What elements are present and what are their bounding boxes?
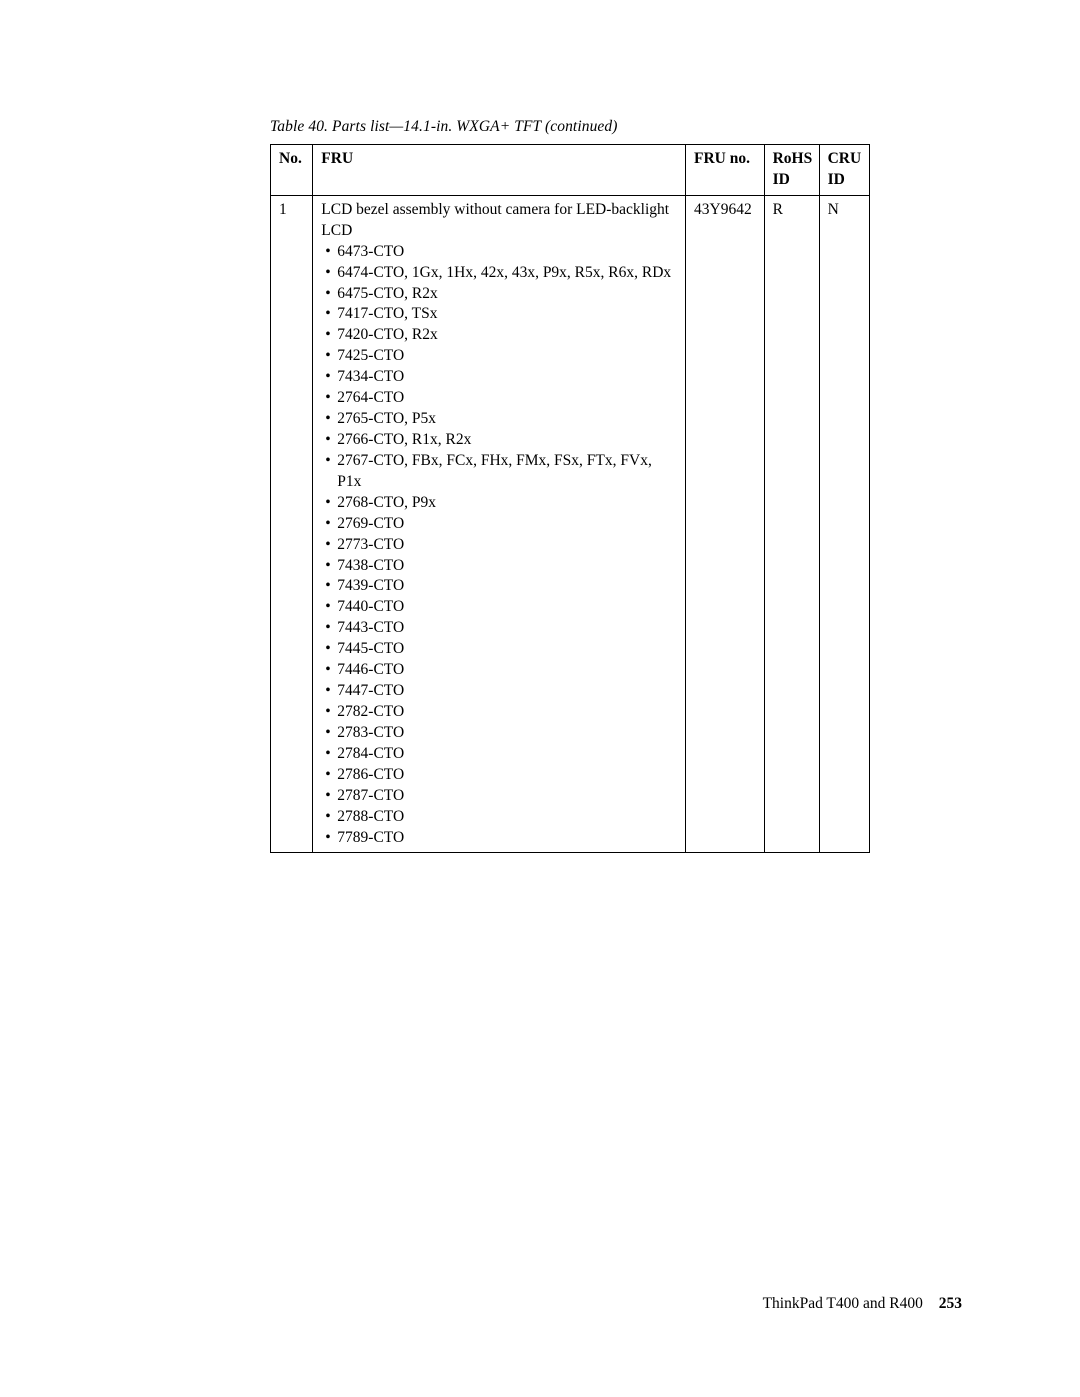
- fru-item: 7447-CTO: [337, 681, 679, 702]
- fru-item: 2786-CTO: [337, 765, 679, 786]
- fru-item: 2765-CTO, P5x: [337, 409, 679, 430]
- fru-item: 7446-CTO: [337, 660, 679, 681]
- col-header-fru: FRU: [313, 145, 686, 196]
- col-header-no: No.: [271, 145, 313, 196]
- page-footer: ThinkPad T400 and R400 253: [763, 1295, 962, 1313]
- fru-item: 7440-CTO: [337, 597, 679, 618]
- fru-item: 6473-CTO: [337, 242, 679, 263]
- fru-item: 7445-CTO: [337, 639, 679, 660]
- col-header-fruno: FRU no.: [686, 145, 765, 196]
- fru-item: 2783-CTO: [337, 723, 679, 744]
- fru-item: 7420-CTO, R2x: [337, 325, 679, 346]
- cell-fruno: 43Y9642: [686, 195, 765, 853]
- fru-item: 6474-CTO, 1Gx, 1Hx, 42x, 43x, P9x, R5x, …: [337, 263, 679, 284]
- fru-item: 7434-CTO: [337, 367, 679, 388]
- footer-doc-title: ThinkPad T400 and R400: [763, 1295, 923, 1312]
- fru-item: 2764-CTO: [337, 388, 679, 409]
- cell-cru: N: [819, 195, 869, 853]
- fru-item: 6475-CTO, R2x: [337, 284, 679, 305]
- col-header-cru: CRU ID: [819, 145, 869, 196]
- fru-item: 7789-CTO: [337, 828, 679, 849]
- fru-item: 2787-CTO: [337, 786, 679, 807]
- fru-item: 2767-CTO, FBx, FCx, FHx, FMx, FSx, FTx, …: [337, 451, 679, 493]
- fru-item: 7425-CTO: [337, 346, 679, 367]
- fru-item: 2766-CTO, R1x, R2x: [337, 430, 679, 451]
- fru-item: 7417-CTO, TSx: [337, 304, 679, 325]
- fru-item: 7439-CTO: [337, 576, 679, 597]
- cell-no: 1: [271, 195, 313, 853]
- table-caption: Table 40. Parts list—14.1-in. WXGA+ TFT …: [270, 118, 965, 136]
- fru-item: 2773-CTO: [337, 535, 679, 556]
- fru-title: LCD bezel assembly without camera for LE…: [321, 200, 679, 242]
- table-row: 1 LCD bezel assembly without camera for …: [271, 195, 870, 853]
- table-header: No. FRU FRU no. RoHS ID CRU ID: [271, 145, 870, 196]
- page-content: Table 40. Parts list—14.1-in. WXGA+ TFT …: [0, 0, 1080, 853]
- fru-item: 2768-CTO, P9x: [337, 493, 679, 514]
- fru-item: 7443-CTO: [337, 618, 679, 639]
- fru-item: 2769-CTO: [337, 514, 679, 535]
- parts-table: No. FRU FRU no. RoHS ID CRU ID 1 LCD bez…: [270, 144, 870, 853]
- footer-page-number: 253: [939, 1295, 962, 1312]
- fru-item: 2782-CTO: [337, 702, 679, 723]
- cell-rohs: R: [764, 195, 819, 853]
- fru-item: 7438-CTO: [337, 556, 679, 577]
- fru-item: 2784-CTO: [337, 744, 679, 765]
- fru-item-list: 6473-CTO6474-CTO, 1Gx, 1Hx, 42x, 43x, P9…: [321, 242, 679, 849]
- fru-item: 2788-CTO: [337, 807, 679, 828]
- cell-fru: LCD bezel assembly without camera for LE…: [313, 195, 686, 853]
- col-header-rohs: RoHS ID: [764, 145, 819, 196]
